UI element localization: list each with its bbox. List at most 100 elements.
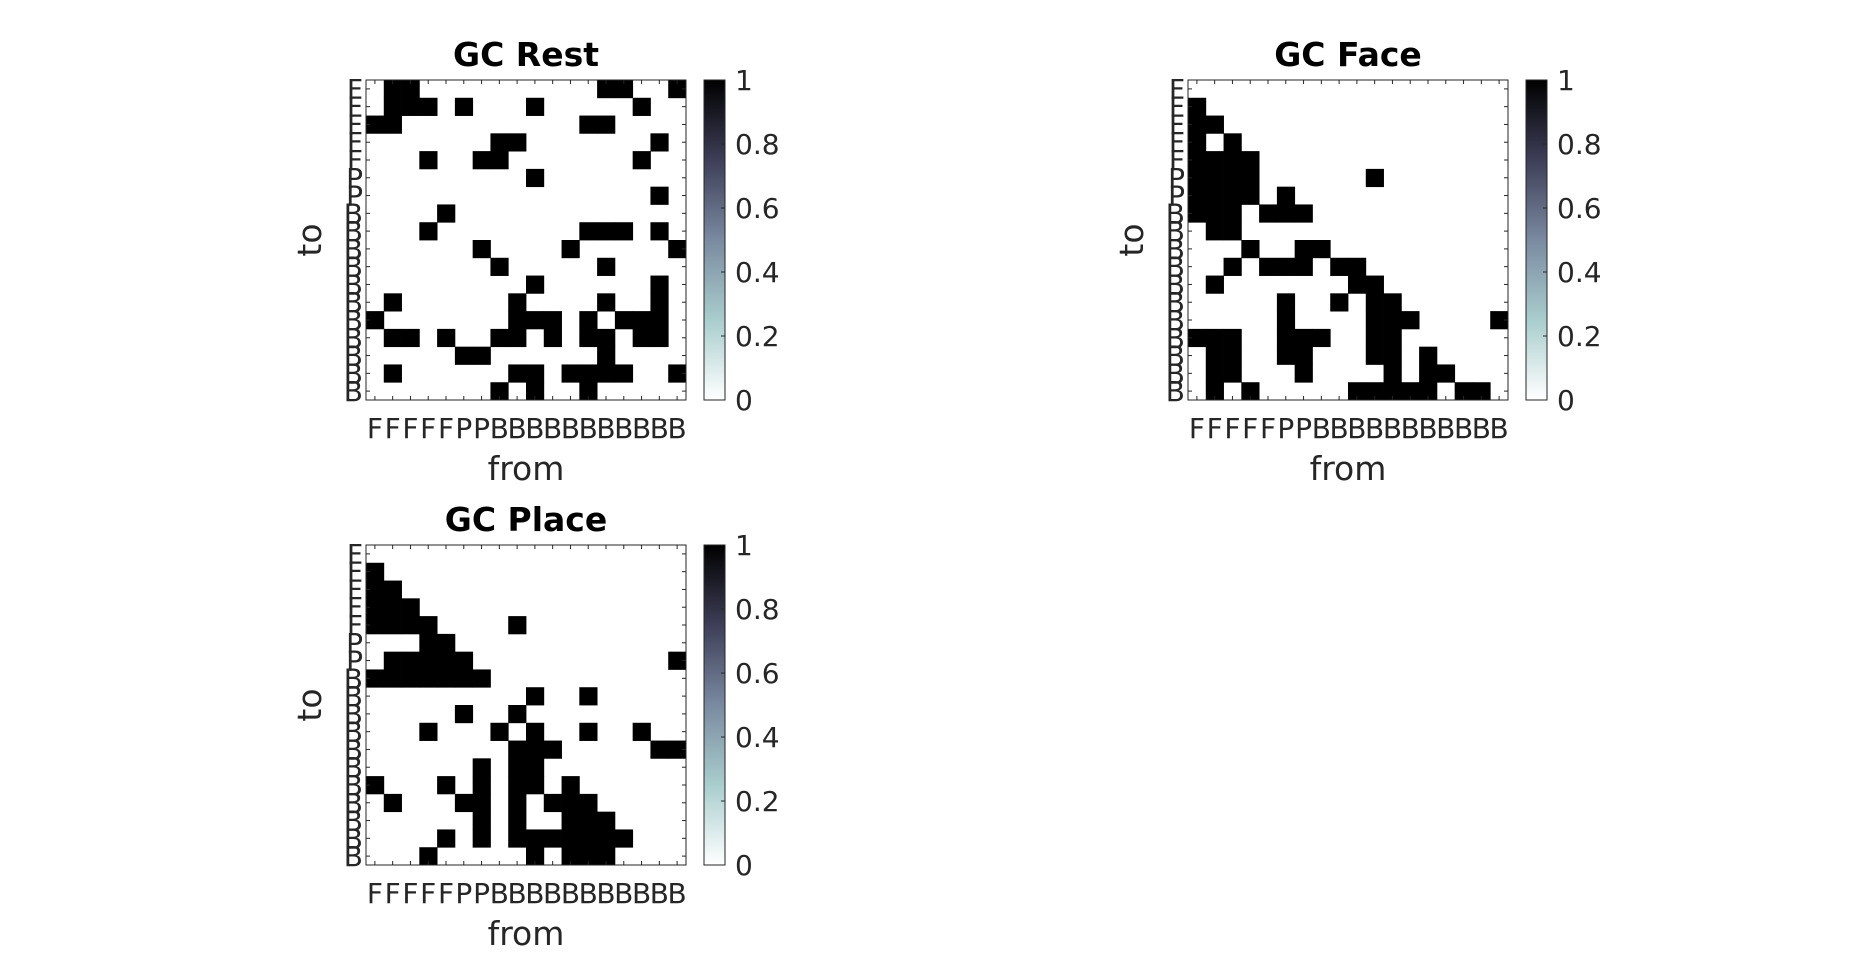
y-tick-label: F <box>347 91 363 124</box>
heatmap-cell <box>1241 168 1260 188</box>
x-tick-label: B <box>614 412 633 445</box>
heatmap-cell <box>1188 115 1207 134</box>
heatmap-cell <box>526 275 545 294</box>
x-tick-label: B <box>1401 412 1420 445</box>
y-tick-label: F <box>1169 73 1185 106</box>
x-tick-label: F <box>438 877 454 910</box>
heatmap-cell <box>579 364 598 383</box>
heatmap-cell <box>1365 293 1384 312</box>
heatmap-cell <box>1383 346 1402 365</box>
heatmap-cell <box>614 222 634 241</box>
heatmap-cell <box>508 705 527 724</box>
x-tick-label: B <box>1436 412 1455 445</box>
x-tick-label: B <box>632 412 651 445</box>
heatmap-cell <box>579 793 598 813</box>
heatmap-cell <box>437 328 456 348</box>
x-tick-label: B <box>490 877 509 910</box>
heatmap-cell <box>1223 346 1242 365</box>
heatmap-cell <box>1348 382 1367 401</box>
heatmap-cell <box>1365 311 1384 330</box>
colorbar-tick-label: 0 <box>735 384 753 417</box>
heatmap-cell <box>472 758 491 777</box>
plot-frame <box>365 79 687 401</box>
heatmap-cell <box>597 346 616 365</box>
heatmap-cell <box>632 311 651 330</box>
heatmap-cell <box>419 651 438 670</box>
y-tick-label: B <box>344 215 363 248</box>
heatmap-cell <box>490 328 509 348</box>
x-tick-label: F <box>420 412 436 445</box>
heatmap-cell <box>1294 240 1313 259</box>
heatmap-cell <box>383 115 402 134</box>
heatmap-cell <box>1205 168 1224 188</box>
heatmap-cell <box>437 669 456 688</box>
heatmap-cell <box>650 186 669 205</box>
heatmap-cell <box>1365 275 1384 294</box>
y-tick-label: B <box>344 680 363 713</box>
heatmap-cell <box>1294 364 1313 383</box>
heatmap-cell <box>526 829 545 848</box>
heatmap-cell <box>1330 257 1349 276</box>
y-tick-label: B <box>1166 322 1185 355</box>
y-tick-label: B <box>344 233 363 266</box>
y-tick-label: B <box>1166 375 1185 408</box>
y-tick-label: F <box>1169 108 1185 141</box>
heatmap-cell <box>579 382 598 401</box>
y-tick-label: B <box>344 662 363 695</box>
colorbar-tick-label: 0 <box>735 849 753 882</box>
heatmap-cell <box>543 829 562 848</box>
heatmap-cell <box>1312 328 1331 348</box>
heatmap-cell <box>668 364 687 383</box>
heatmap-cell <box>383 80 402 99</box>
colorbar-tick-label: 0.8 <box>735 593 780 626</box>
heatmap-cell <box>1276 346 1296 365</box>
heatmap-cell <box>526 722 545 741</box>
heatmap-cell <box>401 97 420 116</box>
heatmap-cell <box>561 793 580 813</box>
x-tick-label: F <box>367 412 383 445</box>
heatmap-cell <box>508 616 527 635</box>
heatmap-cell <box>366 115 385 134</box>
heatmap-cell <box>454 793 474 813</box>
heatmap-cell <box>561 364 580 383</box>
x-tick-label: F <box>438 412 454 445</box>
y-tick-label: B <box>344 822 363 855</box>
colorbar-tick-label: 0.8 <box>1557 128 1602 161</box>
x-tick-label: P <box>1295 412 1312 445</box>
heatmap-cell <box>419 669 438 688</box>
plot-area <box>366 80 686 400</box>
heatmap-cell <box>366 311 385 330</box>
colorbar-tick-label: 1 <box>735 64 753 97</box>
colorbar-tick-label: 0 <box>1557 384 1575 417</box>
heatmap-cell <box>508 311 527 330</box>
heatmap-cell <box>1312 240 1331 259</box>
heatmap-cell <box>597 257 616 276</box>
colorbar-tick-label: 0.6 <box>1557 192 1602 225</box>
heatmap-cell <box>579 115 598 134</box>
heatmap-cell <box>419 847 438 866</box>
heatmap-cell <box>383 293 402 312</box>
heatmap-cell <box>561 847 580 866</box>
heatmap-cell <box>650 293 669 312</box>
heatmap-cell <box>526 776 545 795</box>
y-tick-label: B <box>344 286 363 319</box>
x-tick-label: B <box>525 412 544 445</box>
heatmap-cell <box>579 722 598 741</box>
x-axis-label: from <box>1310 449 1387 488</box>
heatmap-cell <box>419 97 438 116</box>
heatmap-cell <box>1276 293 1296 312</box>
colorbar-tick-label: 0.2 <box>735 785 780 818</box>
x-tick-label: F <box>1242 412 1258 445</box>
x-tick-label: B <box>650 412 669 445</box>
heatmap-cell <box>508 811 527 830</box>
y-axis-label: to <box>290 688 329 721</box>
x-tick-label: B <box>543 877 562 910</box>
heatmap-cell <box>1205 222 1224 241</box>
y-tick-label: B <box>344 304 363 337</box>
x-tick-label: B <box>1472 412 1491 445</box>
heatmap-cell <box>632 722 651 741</box>
heatmap-cell <box>1383 382 1402 401</box>
heatmap-cell <box>526 758 545 777</box>
heatmap-cell <box>1205 186 1224 205</box>
colorbar-tick-label: 0.2 <box>1557 320 1602 353</box>
